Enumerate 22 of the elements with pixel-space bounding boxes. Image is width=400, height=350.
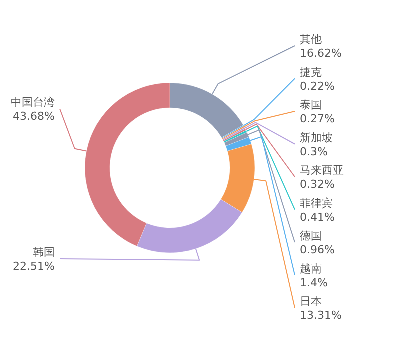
data-label: 0.22%	[300, 80, 335, 93]
slice-label: 韩国	[33, 246, 55, 259]
slice-label: 泰国	[300, 98, 322, 112]
data-label: 22.51%	[13, 260, 55, 273]
data-label: 0.32%	[300, 178, 335, 191]
slice-label: 菲律宾	[300, 196, 333, 210]
data-label: 0.3%	[300, 145, 328, 158]
data-label: 16.62%	[300, 47, 342, 60]
data-label: 0.27%	[300, 112, 335, 126]
slice-label: 越南	[300, 262, 322, 276]
data-label: 13.31%	[300, 309, 342, 322]
data-label: 43.68%	[13, 110, 55, 123]
slice-label: 新加坡	[300, 131, 333, 144]
slice-label: 捷克	[300, 66, 322, 79]
data-label: 1.4%	[300, 276, 328, 290]
slice-label: 中国台湾	[11, 96, 55, 109]
slice-label: 德国	[300, 230, 322, 242]
slice-label: 其他	[300, 33, 322, 46]
slice-label: 日本	[300, 295, 322, 308]
data-label: 0.41%	[300, 210, 335, 224]
slice-label: 马来西亚	[300, 164, 344, 177]
data-label: 0.96%	[300, 244, 335, 256]
